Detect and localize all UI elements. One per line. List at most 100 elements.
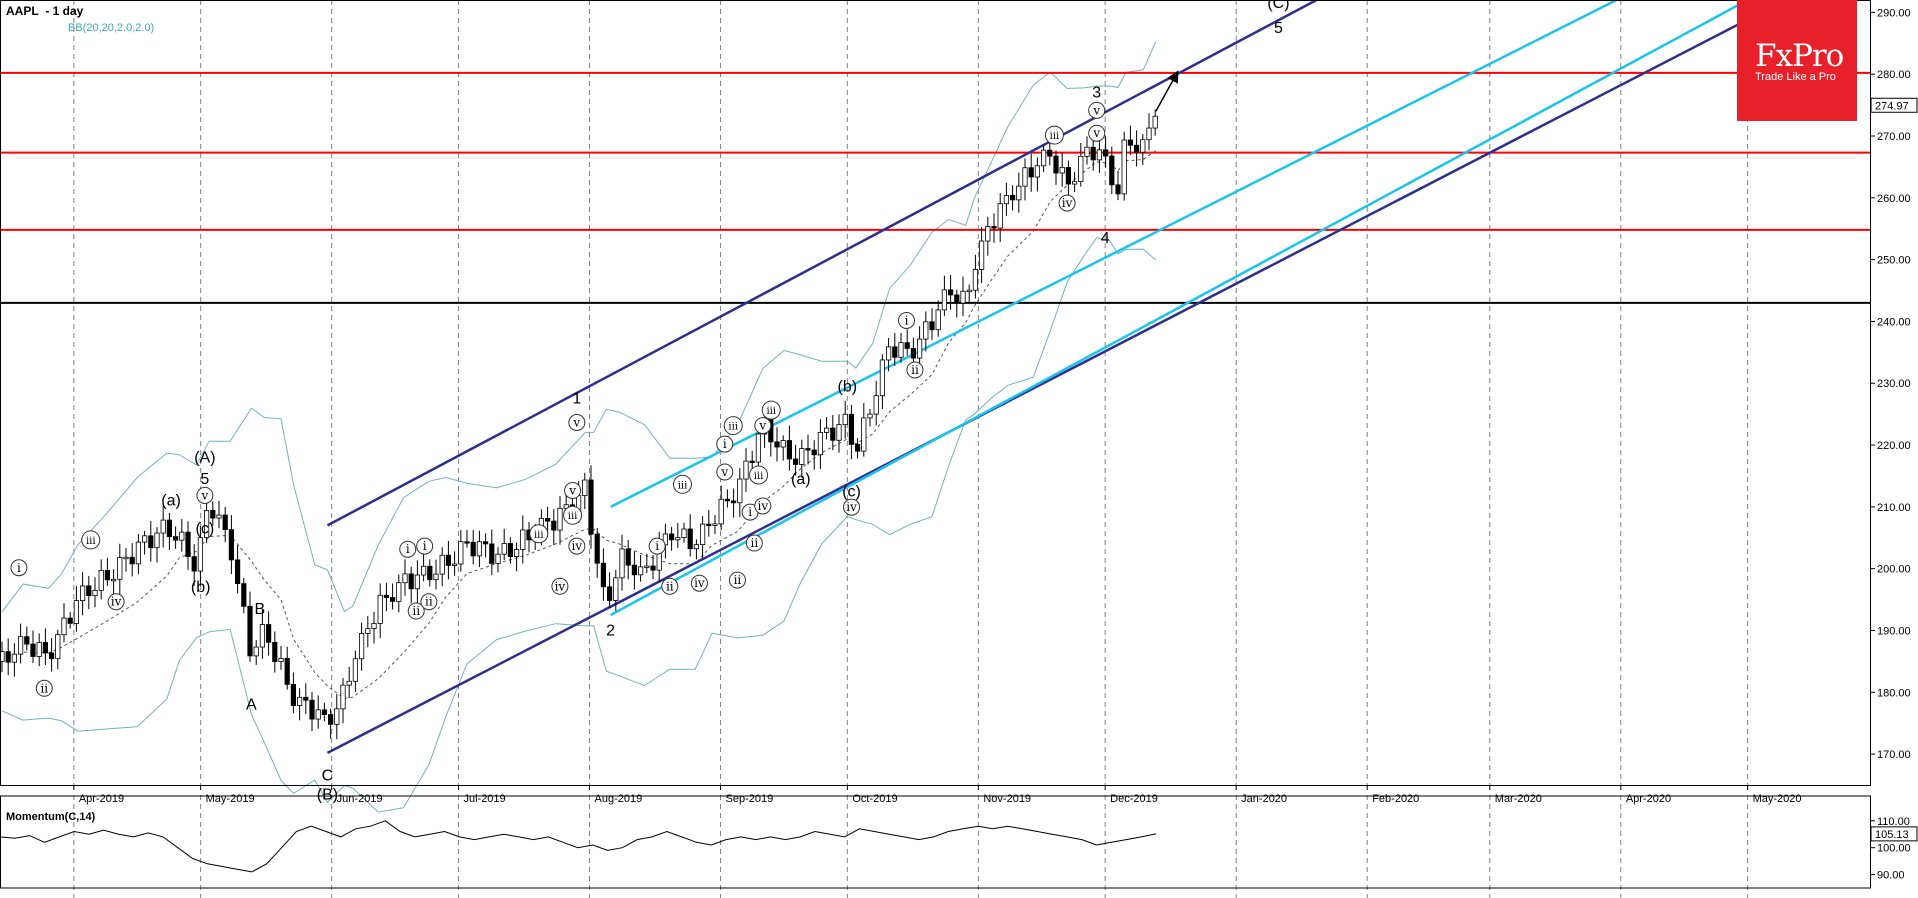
candle-body	[650, 565, 656, 571]
candle-body	[966, 289, 972, 293]
candle-body	[458, 541, 464, 565]
candle-body	[86, 585, 92, 597]
wave-label-circle	[563, 505, 583, 525]
wave-label: ii	[751, 536, 759, 550]
candle-body	[98, 569, 104, 591]
wave-label: (A)	[194, 449, 215, 466]
wave-label: iii	[678, 480, 688, 491]
wave-label: i	[723, 437, 727, 451]
wave-label-circle	[1058, 194, 1076, 212]
candle-body	[290, 683, 297, 707]
candle-body	[1096, 149, 1102, 161]
candle-body	[42, 642, 49, 654]
candle-body	[228, 529, 234, 561]
candle-body	[898, 342, 904, 358]
candle-body	[917, 338, 923, 359]
wave-label-circle	[749, 465, 769, 485]
candle-body	[1034, 165, 1040, 178]
candle-body	[619, 548, 625, 579]
y-tick-label: 190.00	[1877, 625, 1911, 637]
candle-body	[141, 535, 148, 543]
momentum-last-box	[1870, 826, 1918, 842]
candle-body	[755, 433, 762, 463]
chart-timeframe: - 1 day	[45, 4, 84, 18]
wave-label-circle	[672, 474, 692, 494]
candle-body	[0, 651, 5, 662]
wave-label: i	[17, 561, 21, 575]
wave-label: iii	[1050, 131, 1060, 142]
wave-label: 2	[606, 622, 615, 639]
candle-body	[793, 458, 799, 465]
wave-label: ii	[40, 681, 48, 695]
candle-body	[36, 642, 42, 657]
wave-label: 4	[1101, 230, 1110, 247]
candle-body	[669, 533, 675, 541]
candle-body	[507, 543, 514, 557]
fxpro-logo[interactable]: FxPro Trade Like a Pro	[1737, 0, 1857, 121]
candle-body	[321, 709, 328, 715]
candle-body	[73, 600, 79, 624]
candle-body	[247, 605, 253, 657]
candle-body	[886, 346, 892, 361]
wave-label: i	[406, 542, 410, 556]
candle-body	[67, 617, 73, 624]
candle-body	[464, 541, 470, 544]
bollinger-bands	[1, 41, 1157, 813]
wave-label: 5	[200, 471, 209, 488]
y-tick-label: 280.00	[1877, 69, 1911, 81]
price-axis: 170.00 180.00 190.00 200.00 210.00 220.00 230.…	[1870, 7, 1918, 761]
wave-label-circle	[1088, 124, 1106, 142]
momentum-y-tick-label: 90.00	[1877, 870, 1905, 882]
wave-label: iii	[728, 422, 738, 433]
candle-body	[1065, 166, 1071, 185]
wave-label-circle	[745, 534, 763, 552]
candle-body	[1010, 195, 1016, 201]
projection-arrow-line	[1155, 70, 1179, 112]
candle-body	[1109, 155, 1115, 186]
candle-body	[135, 541, 141, 565]
wave-label: v	[200, 488, 208, 502]
x-tick-label: Sep-2019	[726, 793, 774, 805]
wave-label: iv	[111, 595, 122, 609]
y-tick-label: 180.00	[1877, 687, 1911, 699]
wave-label: (a)	[791, 471, 811, 488]
wave-label: iii	[534, 530, 544, 541]
candle-body	[191, 556, 197, 572]
candle-body	[414, 574, 421, 590]
wave-label-circle	[420, 593, 438, 611]
wave-label-circle	[898, 312, 916, 330]
wave-label: v	[1092, 103, 1100, 117]
wave-label-circle	[196, 486, 214, 504]
time-axis: Apr-2019 May-2019 Jun-2019 Jul-2019 Aug-2019…	[73, 785, 1802, 805]
x-tick-label: Feb-2020	[1372, 793, 1419, 805]
chart-symbol-row: AAPL - 1 day	[6, 4, 83, 18]
candle-body	[824, 427, 830, 433]
candle-body	[11, 653, 17, 663]
wave-label: iii	[86, 536, 96, 547]
wave-label: C	[322, 768, 334, 785]
candle-body	[303, 696, 309, 701]
wave-label-circle	[10, 559, 28, 577]
candle-body	[1090, 146, 1096, 161]
wave-label: (a)	[161, 493, 181, 510]
candle-body	[687, 528, 693, 550]
y-tick-label: 220.00	[1877, 440, 1911, 452]
candle-body	[979, 240, 985, 270]
candle-body	[774, 441, 780, 448]
wave-label: (B)	[317, 786, 338, 803]
candle-body	[743, 460, 749, 480]
wave-label-circle	[416, 537, 434, 555]
candle-body	[1146, 127, 1152, 141]
candle-body	[358, 633, 365, 660]
candle-body	[55, 634, 61, 660]
wave-label: (b)	[838, 378, 858, 395]
last-price-label: 274.97	[1875, 100, 1909, 112]
wave-label-circle	[723, 416, 743, 436]
candle-body	[997, 203, 1003, 229]
candle-body	[848, 413, 855, 445]
wave-label-circle	[716, 463, 734, 481]
wave-label: (c)	[842, 483, 861, 500]
candle-body	[377, 594, 383, 624]
candle-body	[1072, 181, 1078, 185]
